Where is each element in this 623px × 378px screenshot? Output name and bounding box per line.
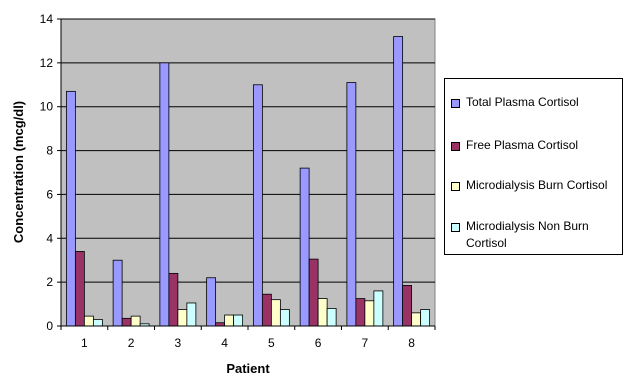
x-axis-label: Patient [226,361,270,376]
bar [168,272,179,327]
y-tick-label: 2 [46,275,53,289]
y-tick-label: 4 [46,231,53,245]
y-axis-label: Concentration (mcg/dl) [11,101,26,243]
y-tick-label: 12 [40,56,54,70]
x-tick-label: 1 [81,336,88,350]
x-tick-label: 4 [221,336,228,350]
x-tick-label: 6 [315,336,322,350]
bar [393,36,404,327]
bar [411,312,422,327]
bar [317,298,328,327]
legend-swatch [451,182,460,191]
y-axis-ticks: 0 2 4 6 8 10 12 14 [40,12,61,333]
bar [270,299,281,327]
gridlines [61,18,435,283]
x-tick-label: 2 [128,336,135,350]
legend-label: Free Plasma Cortisol [466,138,579,152]
bar [177,309,188,327]
x-tick-label: 7 [362,336,369,350]
bar [346,82,357,327]
bar [299,167,310,327]
plot-area [60,18,436,327]
legend: Total Plasma Cortisol Free Plasma Cortis… [444,78,623,255]
bar [402,285,413,327]
bar [65,90,76,327]
legend-swatch [451,142,460,151]
legend-item-total-plasma-cortisol: Total Plasma Cortisol [451,94,579,111]
y-tick-label: 10 [40,100,54,114]
bar [308,258,319,327]
legend-label: Total Plasma Cortisol [466,95,579,109]
bar [233,314,244,327]
legend-item-microdialysis-burn-cortisol: Microdialysis Burn Cortisol [451,177,607,194]
x-axis-ticks: 1 2 3 4 5 6 7 8 [60,326,436,350]
bar [373,290,384,327]
y-tick-label: 14 [40,12,54,26]
bar [112,259,123,327]
bar [364,300,375,327]
x-tick-label: 8 [408,336,415,350]
bar [355,298,366,327]
bar [252,84,263,327]
bar [130,315,141,327]
bar [224,314,235,327]
y-tick-label: 8 [46,144,53,158]
bar [420,309,431,327]
legend-swatch [451,223,460,232]
bar [206,277,217,327]
legend-label: Microdialysis Burn Cortisol [466,178,608,192]
legend-label: Microdialysis Non Burn Cortisol [466,219,589,250]
y-tick-label: 0 [46,319,53,333]
legend-item-microdialysis-non-burn-cortisol: Microdialysis Non Burn Cortisol [451,218,616,252]
bar [159,62,170,327]
bar [326,308,337,327]
bar [261,293,272,327]
x-tick-label: 3 [175,336,182,350]
legend-item-free-plasma-cortisol: Free Plasma Cortisol [451,137,578,154]
legend-swatch [451,99,460,108]
bar [92,319,103,327]
bar [121,317,132,327]
y-tick-label: 6 [46,187,53,201]
bar [74,251,85,327]
bar [83,315,94,327]
bar [279,309,290,327]
bar [186,302,197,327]
x-tick-label: 5 [268,336,275,350]
